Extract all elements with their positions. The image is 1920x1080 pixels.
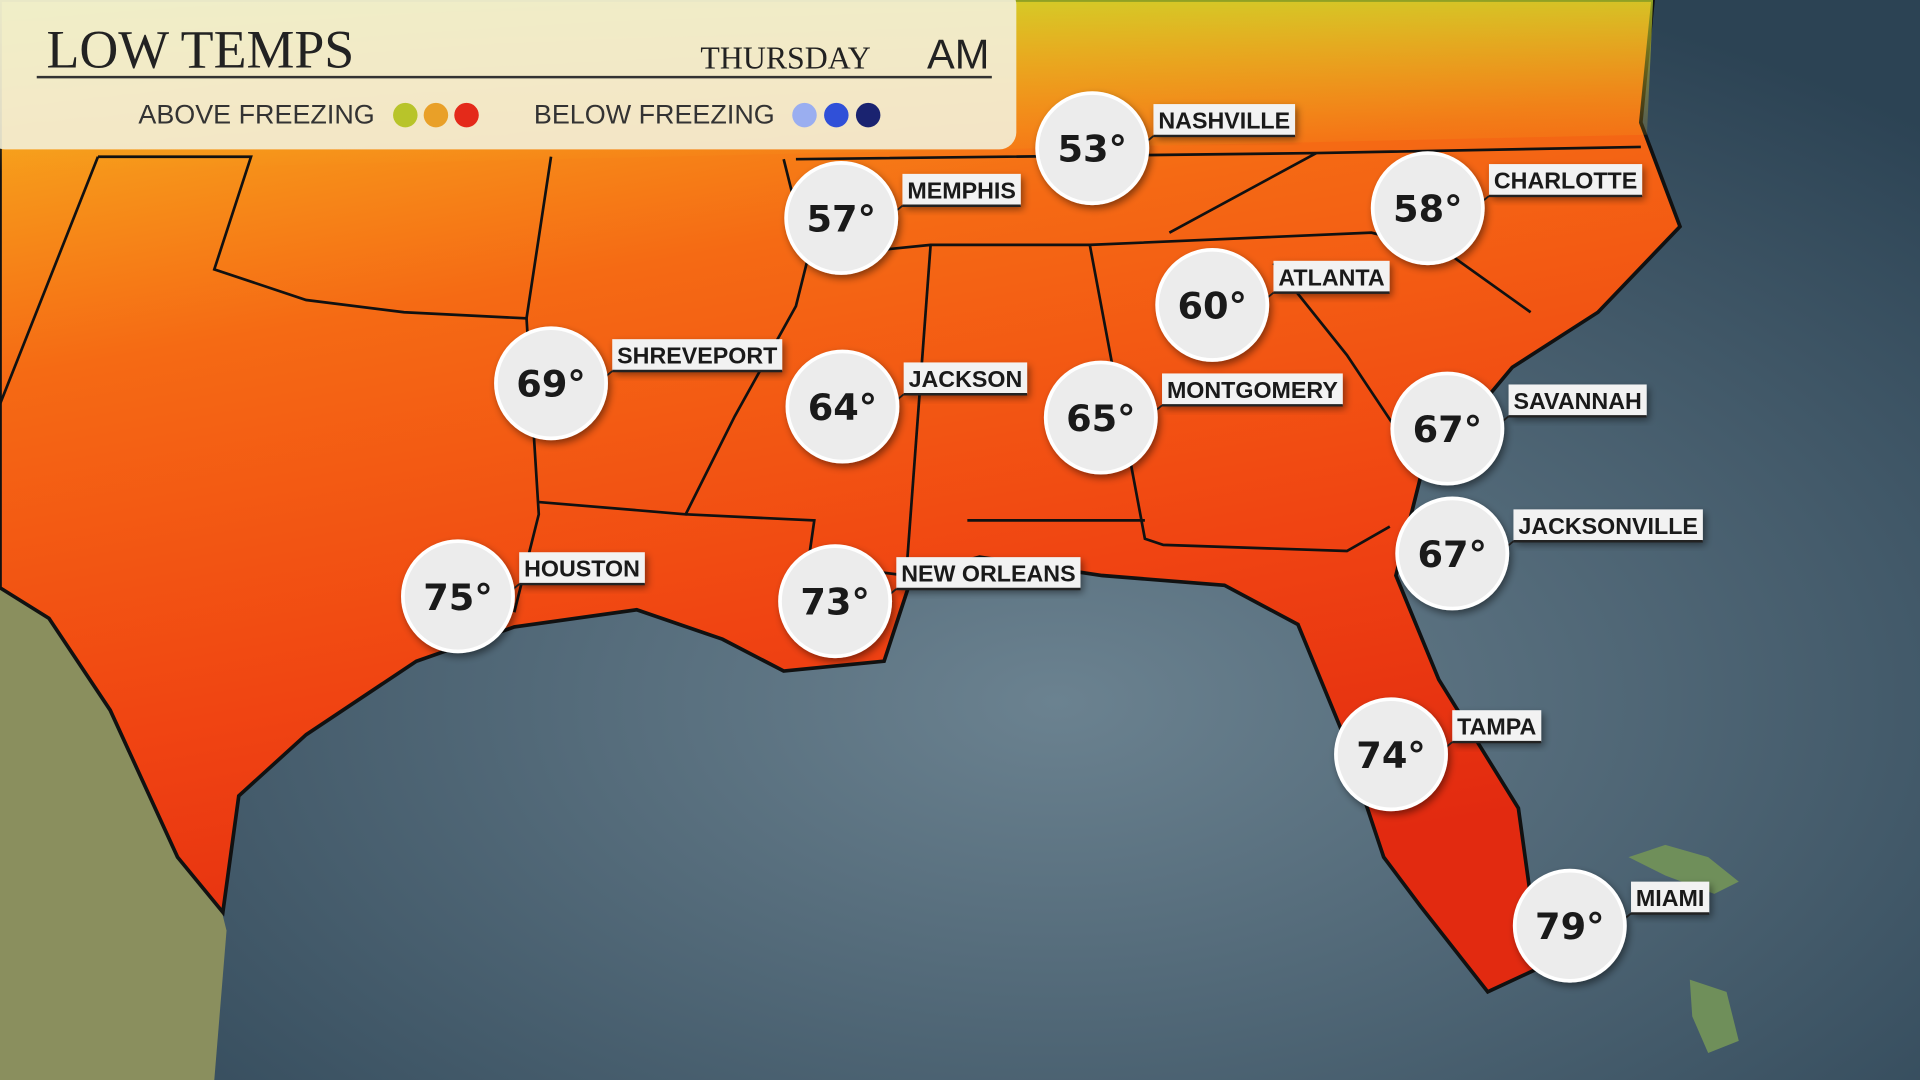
city-name: TAMPA — [1457, 714, 1536, 740]
legend-dot — [792, 102, 817, 128]
city-marker: SHREVEPORT 69° — [494, 326, 783, 441]
day: THURSDAY — [700, 41, 870, 76]
temp-value: 57° — [806, 197, 875, 240]
period: AM — [927, 31, 989, 78]
temp-circle — [401, 539, 515, 654]
city-label-background — [1508, 384, 1647, 417]
temp-circle — [1370, 151, 1485, 266]
city-name: SAVANNAH — [1513, 388, 1641, 414]
city-marker: TAMPA 74° — [1334, 697, 1542, 812]
legend-dot — [855, 102, 881, 128]
temp-value: 58° — [1393, 188, 1462, 231]
temp-circle — [1395, 496, 1510, 611]
city-name: ATLANTA — [1278, 264, 1385, 290]
temp-value: 73° — [800, 581, 869, 624]
city-label-background — [1273, 260, 1390, 293]
city-marker: MIAMI 79° — [1512, 868, 1710, 983]
city-marker: NASHVILLE 53° — [1035, 91, 1296, 206]
title: LOW TEMPS — [47, 19, 355, 79]
temp-circle — [785, 349, 900, 464]
city-marker: JACKSON 64° — [785, 349, 1028, 464]
city-label-background — [1488, 164, 1643, 196]
city-marker: MEMPHIS 57° — [784, 161, 1021, 275]
city-marker: JACKSONVILLE 67° — [1395, 496, 1703, 611]
legend-dot — [824, 102, 849, 128]
legend-below: BELOW FREEZING — [534, 100, 775, 130]
mexico-land — [0, 587, 227, 1080]
city-name: NASHVILLE — [1158, 108, 1290, 134]
city-label-background — [519, 552, 645, 585]
temp-circle — [1035, 91, 1150, 206]
temp-value: 75° — [423, 576, 492, 619]
temp-value: 67° — [1413, 408, 1482, 451]
city-label-background — [1162, 373, 1343, 406]
city-name: CHARLOTTE — [1494, 168, 1637, 194]
city-marker: ATLANTA 60° — [1155, 247, 1390, 362]
header-background — [0, 0, 1017, 150]
temp-value: 64° — [808, 386, 877, 429]
temp-circle — [494, 326, 608, 441]
city-name: JACKSONVILLE — [1518, 513, 1698, 539]
legend-dot — [454, 102, 479, 128]
city-label-background — [903, 362, 1028, 395]
header-panel: LOW TEMPS THURSDAY AM ABOVE FREEZING BEL… — [0, 0, 1017, 150]
city-label-background — [902, 173, 1021, 206]
temp-circle — [1512, 868, 1627, 983]
city-name: MONTGOMERY — [1167, 377, 1338, 403]
city-marker: HOUSTON 75° — [401, 539, 645, 654]
city-marker: CHARLOTTE 58° — [1370, 151, 1643, 266]
temp-circle — [778, 544, 893, 659]
city-label-background — [1631, 881, 1710, 914]
city-label-background — [1153, 104, 1296, 136]
temp-value: 67° — [1418, 533, 1487, 576]
legend-dot — [393, 102, 418, 128]
temp-circle — [1390, 371, 1505, 486]
city-marker: SAVANNAH 67° — [1390, 371, 1647, 486]
city-label-background — [612, 339, 783, 372]
temp-value: 74° — [1356, 734, 1425, 777]
temp-circle — [1334, 697, 1448, 812]
city-markers: NASHVILLE53°MEMPHIS57°CHARLOTTE58°ATLANT… — [401, 91, 1710, 983]
city-name: NEW ORLEANS — [901, 561, 1075, 587]
temp-value: 65° — [1066, 397, 1135, 440]
city-label-background — [896, 557, 1081, 589]
temp-value: 79° — [1535, 905, 1604, 948]
temp-value: 53° — [1058, 128, 1127, 171]
temp-circle — [1155, 247, 1270, 362]
city-name: MIAMI — [1636, 885, 1704, 911]
legend-above: ABOVE FREEZING — [138, 100, 374, 130]
bahamas — [1628, 844, 1739, 1054]
city-name: SHREVEPORT — [617, 343, 777, 369]
temp-circle — [1043, 360, 1158, 475]
temp-circle — [784, 161, 899, 275]
temp-value: 60° — [1178, 284, 1247, 327]
city-name: MEMPHIS — [907, 177, 1016, 203]
city-marker: NEW ORLEANS 73° — [778, 544, 1081, 659]
city-name: JACKSON — [909, 366, 1023, 392]
temp-value: 69° — [516, 363, 585, 406]
city-marker: MONTGOMERY 65° — [1043, 360, 1343, 475]
city-label-background — [1513, 509, 1703, 542]
city-name: HOUSTON — [524, 556, 640, 582]
legend-dot — [423, 102, 449, 128]
city-label-background — [1452, 710, 1542, 743]
